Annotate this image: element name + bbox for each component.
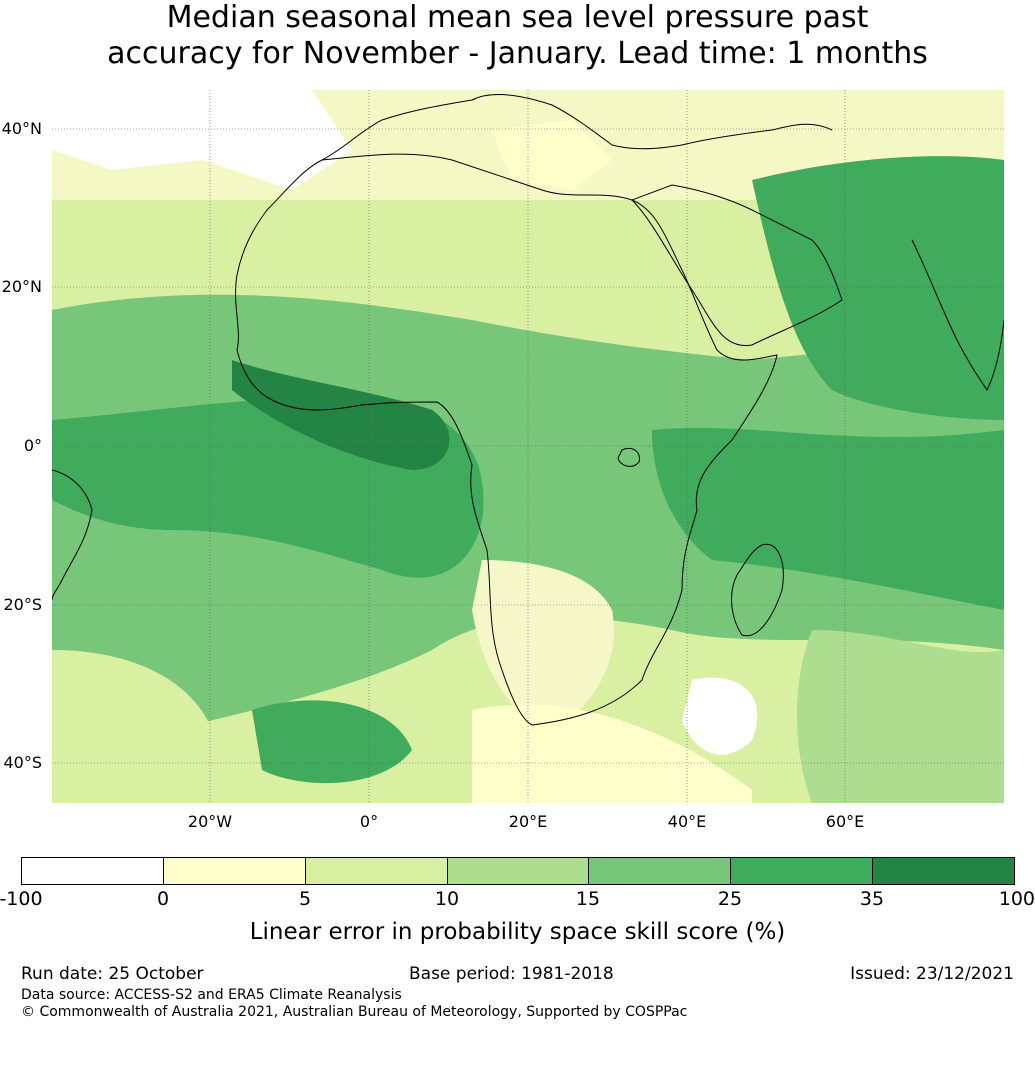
lon-label-40e: 40°E: [667, 812, 707, 831]
field-south-pale: [472, 704, 752, 803]
title-line-2: accuracy for November - January. Lead ti…: [107, 36, 928, 71]
arabia-coastline: [631, 184, 843, 346]
skill-score-map: [52, 90, 1004, 803]
issued-date: Issued: 23/12/2021: [850, 964, 1014, 984]
lon-label-20w: 20°W: [187, 812, 233, 831]
colorbar-segment-6: [731, 858, 874, 884]
copyright: © Commonwealth of Australia 2021, Austra…: [21, 1004, 688, 1020]
colorbar-tick-15: 15: [575, 888, 601, 910]
madagascar-coastline: [731, 543, 784, 637]
colorbar-tick-35: 35: [859, 888, 885, 910]
lake-victoria: [617, 447, 641, 467]
colorbar-label: Linear error in probability space skill …: [249, 919, 786, 945]
colorbar: [21, 857, 1015, 885]
colorbar-segment-7: [873, 858, 1015, 884]
run-date: Run date: 25 October: [21, 964, 204, 984]
field-sw-light: [52, 650, 212, 803]
lat-label-0: 0°: [23, 436, 42, 455]
lat-label-40s: 40°S: [3, 753, 42, 772]
field-arabian-sea: [752, 156, 1004, 420]
graticule: [52, 90, 1004, 803]
south-america-coast: [52, 469, 93, 601]
field-white-south: [682, 677, 758, 755]
lon-label-20e: 20°E: [508, 812, 548, 831]
europe-coastline: [321, 94, 833, 161]
data-source: Data source: ACCESS-S2 and ERA5 Climate …: [21, 987, 402, 1003]
colorbar-tick-neg100: -100: [0, 888, 43, 910]
africa-coastline: [235, 153, 778, 726]
colorbar-segment-2: [163, 858, 306, 884]
lat-label-20n: 20°N: [1, 277, 42, 296]
field-south-atlantic: [252, 700, 412, 784]
field-indian-ocean: [652, 427, 1004, 610]
field-pale-med: [492, 120, 612, 190]
colorbar-segment-5: [589, 858, 732, 884]
colorbar-tick-5: 5: [298, 888, 312, 910]
lat-label-20s: 20°S: [3, 595, 42, 614]
colorbar-segment-1: [22, 858, 164, 884]
field-dark-guinea: [232, 360, 450, 470]
map-svg: [52, 90, 1004, 803]
colorbar-tick-25: 25: [717, 888, 743, 910]
field-southern-africa: [472, 560, 614, 730]
india-coastline: [911, 239, 1004, 391]
colorbar-segment-3: [305, 858, 448, 884]
lon-label-60e: 60°E: [825, 812, 865, 831]
base-period: Base period: 1981-2018: [409, 964, 614, 984]
field-white-nw: [52, 90, 352, 190]
colorbar-tick-10: 10: [434, 888, 460, 910]
field-se-light: [797, 630, 1004, 803]
colorbar-segment-4: [447, 858, 590, 884]
lon-label-0: 0°: [359, 812, 379, 831]
map-title: Median seasonal mean sea level pressure …: [0, 0, 1035, 72]
colorbar-tick-100: 100: [998, 888, 1035, 910]
colorbar-tick-0: 0: [156, 888, 170, 910]
lat-label-40n: 40°N: [1, 119, 42, 138]
title-line-1: Median seasonal mean sea level pressure …: [166, 0, 869, 35]
